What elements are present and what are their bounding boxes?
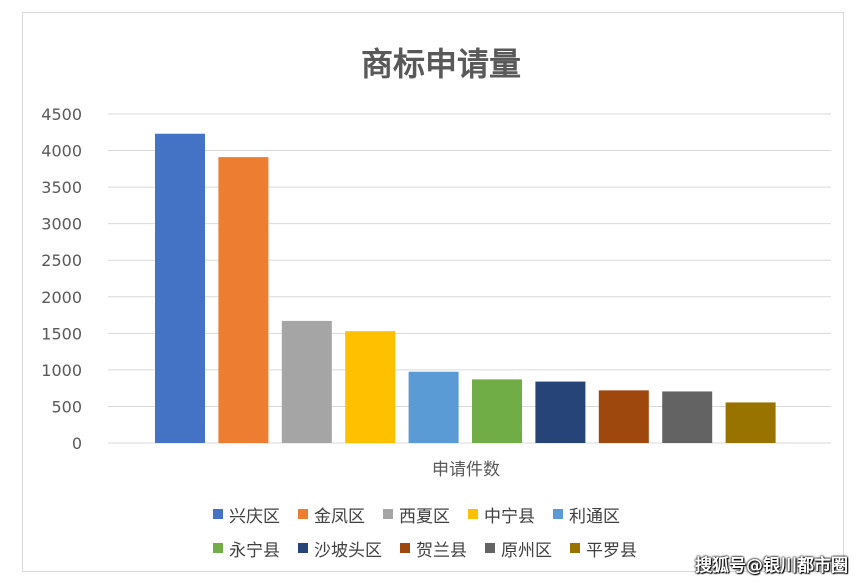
legend-swatch bbox=[213, 543, 223, 553]
bar-5 bbox=[408, 371, 459, 443]
y-tick-label: 4500 bbox=[41, 105, 82, 124]
legend-label: 兴庆区 bbox=[229, 506, 280, 527]
watermark: 搜狐号@银川都市圈 bbox=[695, 556, 848, 576]
legend-row: 永宁县 沙坡头区 贺兰县 原州区 平罗县 bbox=[213, 531, 733, 565]
legend-label: 平罗县 bbox=[586, 540, 637, 561]
legend: 兴庆区 金凤区 西夏区 中宁县 利通区 永宁县 沙坡头区 贺兰县 原州区 平罗县 bbox=[213, 497, 733, 565]
y-tick-label: 500 bbox=[51, 397, 82, 416]
legend-label: 中宁县 bbox=[484, 506, 535, 527]
legend-swatch bbox=[400, 543, 410, 553]
bar-8 bbox=[598, 390, 649, 443]
bar-1 bbox=[155, 133, 205, 443]
y-tick-label: 2500 bbox=[41, 251, 82, 270]
y-tick-label: 0 bbox=[72, 434, 82, 453]
bar-10 bbox=[725, 402, 776, 443]
chart-frame: 商标申请量 0 500 1000 1500 2000 2500 3000 3500 4000 45… bbox=[22, 12, 844, 572]
bar-6 bbox=[472, 379, 522, 443]
bar-3 bbox=[281, 320, 332, 443]
chart-canvas: 商标申请量 0 500 1000 1500 2000 2500 3000 3500 4000 45… bbox=[41, 45, 831, 480]
legend-swatch bbox=[213, 509, 223, 519]
bar-9 bbox=[662, 391, 713, 443]
y-tick-label: 3500 bbox=[41, 178, 82, 197]
legend-swatch bbox=[298, 543, 308, 553]
bar-2 bbox=[218, 157, 269, 443]
bar-group bbox=[155, 133, 776, 443]
chart-title: 商标申请量 bbox=[361, 45, 521, 83]
legend-label: 西夏区 bbox=[399, 506, 450, 527]
y-tick-label: 2000 bbox=[41, 288, 82, 307]
legend-swatch bbox=[383, 509, 393, 519]
x-axis-title: 申请件数 bbox=[432, 460, 500, 480]
legend-item: 兴庆区 bbox=[213, 502, 280, 527]
legend-row: 兴庆区 金凤区 西夏区 中宁县 利通区 bbox=[213, 497, 733, 531]
y-axis: 0 500 1000 1500 2000 2500 3000 3500 4000 4500 bbox=[41, 105, 82, 453]
legend-item: 中宁县 bbox=[468, 502, 535, 527]
legend-label: 原州区 bbox=[501, 540, 552, 561]
legend-item: 原州区 bbox=[485, 536, 552, 561]
legend-item: 平罗县 bbox=[570, 536, 637, 561]
gridlines bbox=[108, 113, 831, 444]
y-tick-label: 4000 bbox=[41, 142, 82, 161]
bar-4 bbox=[345, 331, 396, 443]
legend-item: 永宁县 bbox=[213, 536, 280, 561]
legend-swatch bbox=[570, 543, 580, 553]
legend-swatch bbox=[298, 509, 308, 519]
legend-swatch bbox=[553, 509, 563, 519]
legend-swatch bbox=[468, 509, 478, 519]
bar-7 bbox=[535, 381, 586, 443]
legend-swatch bbox=[485, 543, 495, 553]
legend-item: 利通区 bbox=[553, 502, 620, 527]
y-tick-label: 3000 bbox=[41, 215, 82, 234]
legend-label: 金凤区 bbox=[314, 506, 365, 527]
legend-label: 利通区 bbox=[569, 506, 620, 527]
legend-item: 金凤区 bbox=[298, 502, 365, 527]
legend-item: 贺兰县 bbox=[400, 536, 467, 561]
y-tick-label: 1000 bbox=[41, 361, 82, 380]
legend-item: 沙坡头区 bbox=[298, 536, 382, 561]
legend-label: 沙坡头区 bbox=[314, 540, 382, 561]
legend-item: 西夏区 bbox=[383, 502, 450, 527]
y-tick-label: 1500 bbox=[41, 324, 82, 343]
legend-label: 永宁县 bbox=[229, 540, 280, 561]
legend-label: 贺兰县 bbox=[416, 540, 467, 561]
